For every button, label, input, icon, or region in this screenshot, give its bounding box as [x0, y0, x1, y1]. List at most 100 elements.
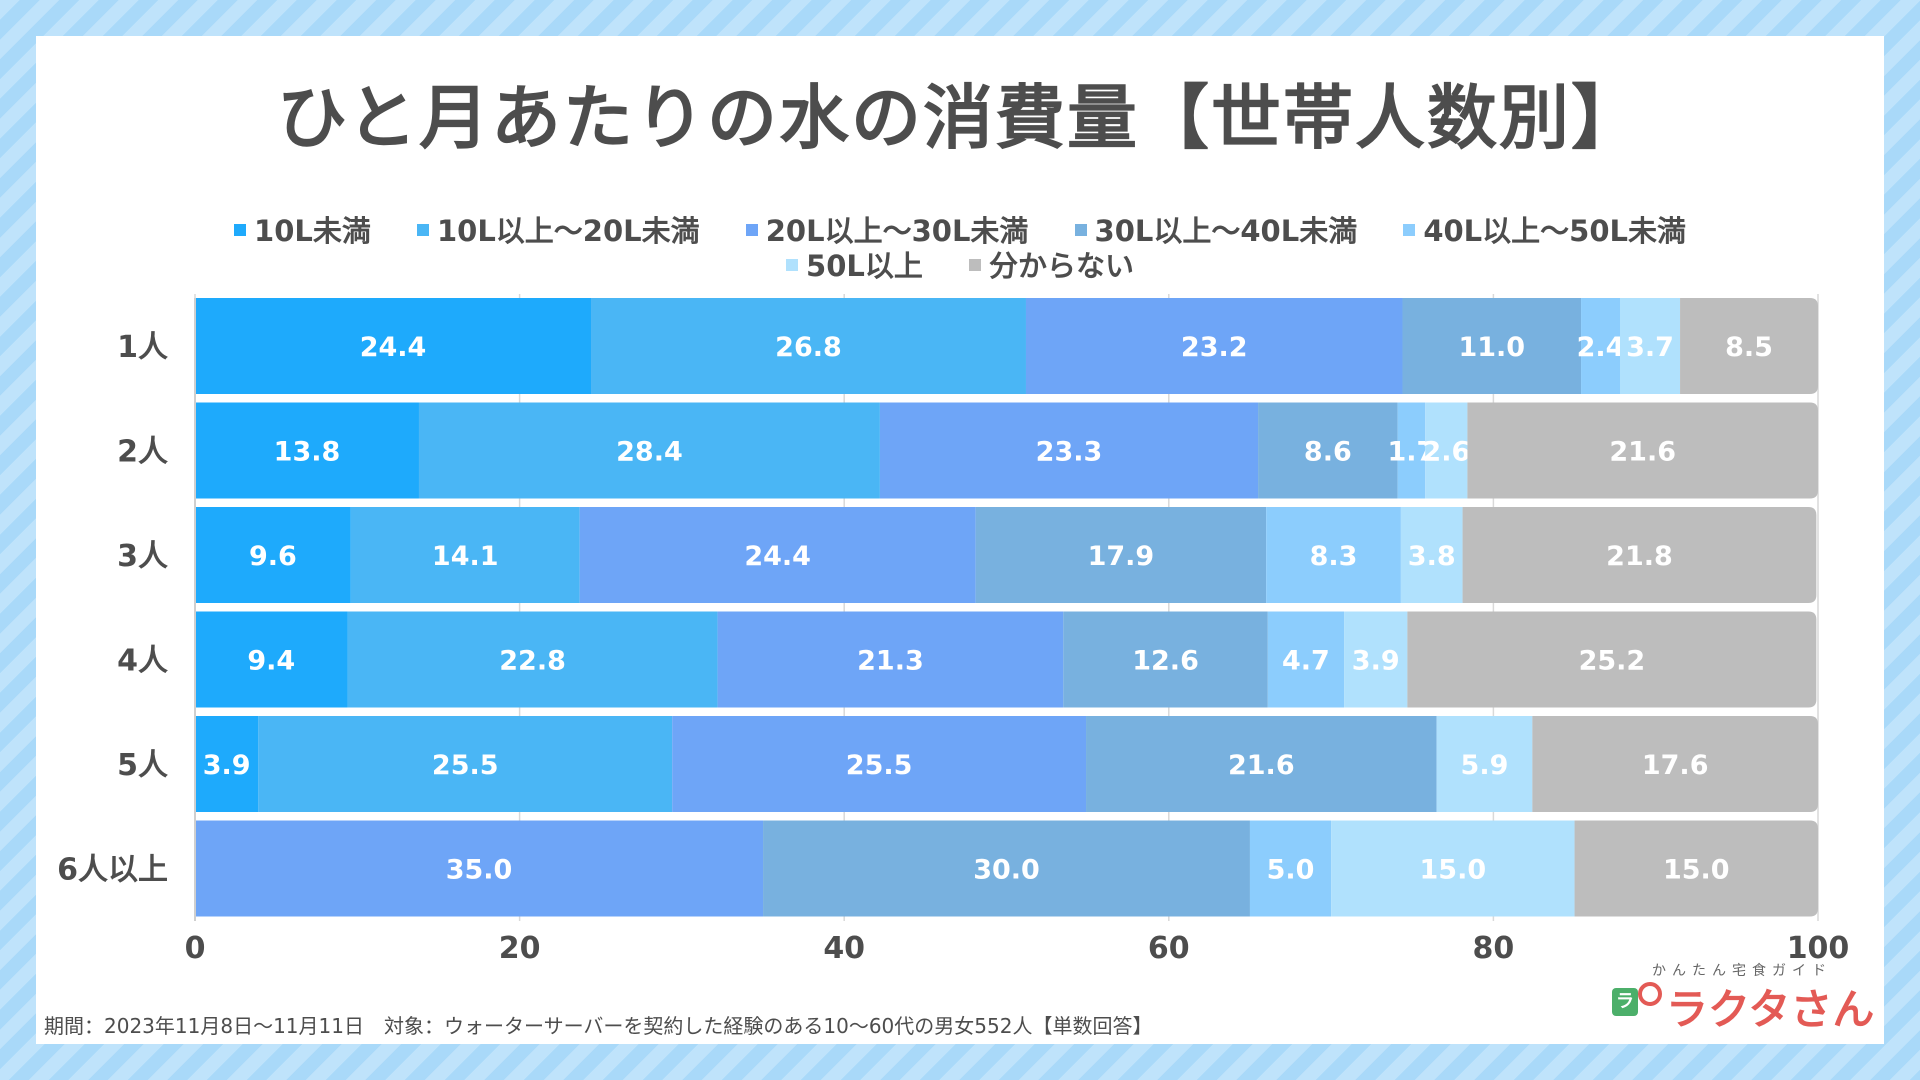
data-label: 2.6 — [1422, 437, 1470, 468]
legend-item-30-40l: 30L以上〜40L未満 — [1074, 208, 1358, 250]
x-tick-label: 20 — [499, 931, 541, 966]
data-label: 3.8 — [1408, 541, 1456, 572]
data-label: 2.4 — [1577, 332, 1625, 363]
brand-logo: かんたん宅食ガイド ラ ラクタさん — [1612, 960, 1874, 1034]
bar-segment — [717, 611, 1064, 708]
bar-segment — [1619, 298, 1681, 394]
bar-segment — [350, 507, 580, 603]
data-label: 21.6 — [1609, 437, 1676, 468]
delivery-person-icon — [1638, 982, 1662, 1006]
bar-segment — [1467, 402, 1818, 499]
bar-segment — [1344, 611, 1408, 708]
data-label: 13.8 — [274, 437, 341, 468]
bar-segment — [1574, 820, 1818, 917]
legend-swatch — [745, 224, 758, 236]
legend-label: 30L以上〜40L未満 — [1094, 214, 1358, 248]
bar-segment — [1532, 716, 1818, 812]
chart-title: ひと月あたりの水の消費量【世帯人数別】 — [277, 77, 1643, 159]
bar-segment — [1063, 611, 1268, 708]
legend-swatch — [1074, 224, 1087, 236]
legend-label: 50L以上 — [806, 249, 923, 283]
x-tick-label: 80 — [1473, 931, 1515, 966]
legend-label: 分からない — [988, 249, 1134, 283]
category-label: 5人 — [117, 748, 168, 783]
bar-segment — [1462, 507, 1817, 603]
bar-segment — [195, 716, 259, 812]
legend-row-2: 50L以上 分からない — [0, 243, 1920, 285]
data-label: 11.0 — [1458, 332, 1525, 363]
bar-segment — [418, 402, 880, 499]
category-label: 2人 — [117, 435, 168, 470]
legend-item-40-50l: 40L以上〜50L未満 — [1403, 208, 1686, 250]
data-label: 5.0 — [1267, 855, 1315, 886]
shopping-bag-icon: ラ — [1612, 988, 1638, 1016]
bar-segment — [1400, 507, 1463, 603]
data-label: 22.8 — [499, 646, 566, 677]
data-label: 3.9 — [1352, 646, 1400, 677]
bar-segment — [1258, 402, 1398, 499]
bar-segment — [1025, 298, 1403, 394]
category-label: 1人 — [117, 330, 168, 365]
legend-label: 20L以上〜30L未満 — [765, 214, 1029, 248]
bar-segment — [195, 507, 351, 603]
data-label: 28.4 — [616, 437, 683, 468]
data-label: 8.5 — [1725, 332, 1773, 363]
legend-item-50l-plus: 50L以上 — [786, 243, 923, 285]
bar-segment — [195, 611, 348, 708]
data-label: 21.3 — [857, 646, 924, 677]
bar-segment — [1331, 820, 1575, 917]
bar-segment — [1086, 716, 1437, 812]
bar-segment — [1397, 402, 1426, 499]
data-label: 26.8 — [775, 332, 842, 363]
bar-segment — [579, 507, 976, 603]
bar-segment — [195, 820, 764, 917]
data-label: 5.9 — [1461, 750, 1509, 781]
x-tick-label: 100 — [1787, 931, 1850, 966]
data-label: 21.6 — [1228, 750, 1295, 781]
bar-segment — [1249, 820, 1332, 917]
legend-item-10-20l: 10L以上〜20L未満 — [416, 208, 700, 250]
data-label: 25.5 — [432, 750, 499, 781]
category-label: 4人 — [117, 644, 168, 679]
category-label: 3人 — [117, 539, 168, 574]
data-label: 23.3 — [1036, 437, 1103, 468]
legend-label: 10L未満 — [254, 214, 371, 248]
bar-segment — [1402, 298, 1582, 394]
x-tick-label: 0 — [185, 931, 206, 966]
data-label: 24.4 — [744, 541, 811, 572]
data-label: 25.2 — [1579, 646, 1646, 677]
bar-segment — [1436, 716, 1533, 812]
legend-swatch — [786, 259, 799, 271]
legend-swatch — [416, 224, 429, 236]
bar-segment — [672, 716, 1087, 812]
data-label: 9.6 — [249, 541, 297, 572]
bar-segment — [1680, 298, 1818, 394]
category-label: 6人以上 — [57, 853, 168, 888]
data-label: 9.4 — [247, 646, 295, 677]
legend-label: 10L以上〜20L未満 — [436, 214, 700, 248]
data-label: 21.8 — [1606, 541, 1673, 572]
data-label: 3.9 — [203, 750, 251, 781]
bar-segment — [763, 820, 1250, 917]
bar-segment — [1267, 611, 1345, 708]
data-label: 24.4 — [360, 332, 427, 363]
data-label: 25.5 — [846, 750, 913, 781]
bar-segment — [1581, 298, 1620, 394]
data-label: 17.9 — [1088, 541, 1155, 572]
legend-row-1: 10L未満 10L以上〜20L未満 20L以上〜30L未満 30L以上〜40L未… — [0, 208, 1920, 250]
data-label: 23.2 — [1181, 332, 1248, 363]
data-label: 15.0 — [1420, 855, 1487, 886]
bar-segment — [975, 507, 1267, 603]
legend-label: 40L以上〜50L未満 — [1423, 214, 1686, 248]
legend-item-20-30l: 20L以上〜30L未満 — [745, 208, 1029, 250]
legend-swatch — [968, 259, 981, 271]
bar-segment — [347, 611, 718, 708]
bar-segment — [1266, 507, 1401, 603]
logo-subtitle: かんたん宅食ガイド — [1652, 963, 1832, 979]
bar-segment — [195, 402, 419, 499]
legend-swatch — [1403, 224, 1416, 236]
data-label: 12.6 — [1132, 646, 1199, 677]
data-label: 14.1 — [432, 541, 499, 572]
x-tick-label: 60 — [1148, 931, 1190, 966]
